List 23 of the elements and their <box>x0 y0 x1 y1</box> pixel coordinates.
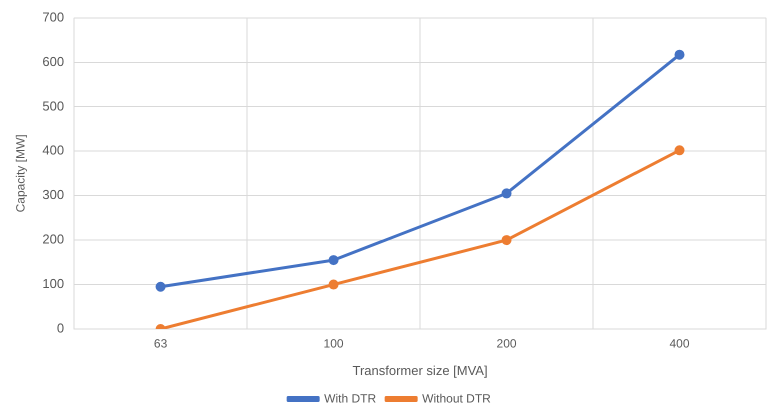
point <box>156 282 166 292</box>
x-tick-label: 400 <box>669 336 690 351</box>
y-tick-label: 600 <box>42 54 64 69</box>
point <box>502 188 512 198</box>
y-tick-label: 200 <box>42 232 64 247</box>
y-tick-label: 0 <box>56 320 64 336</box>
legend-label: With DTR <box>324 391 376 406</box>
legend-label: Without DTR <box>422 391 492 406</box>
y-tick-label: 300 <box>42 187 64 202</box>
y-tick-label: 400 <box>42 142 64 158</box>
point <box>328 280 339 290</box>
x-tick-label: 100 <box>324 336 344 351</box>
x-tick-label: 200 <box>496 336 517 351</box>
y-tick-label: 100 <box>42 276 64 292</box>
point <box>674 145 685 156</box>
x-axis-title: Transformer size [MVA] <box>352 362 488 378</box>
y-tick-label: 500 <box>42 98 64 114</box>
y-axis-title: Capacity [MW] <box>14 134 28 212</box>
x-tick-label: 63 <box>154 336 168 351</box>
point <box>502 235 512 246</box>
point <box>674 50 685 60</box>
point <box>328 255 339 266</box>
y-tick-label: 700 <box>42 9 64 24</box>
